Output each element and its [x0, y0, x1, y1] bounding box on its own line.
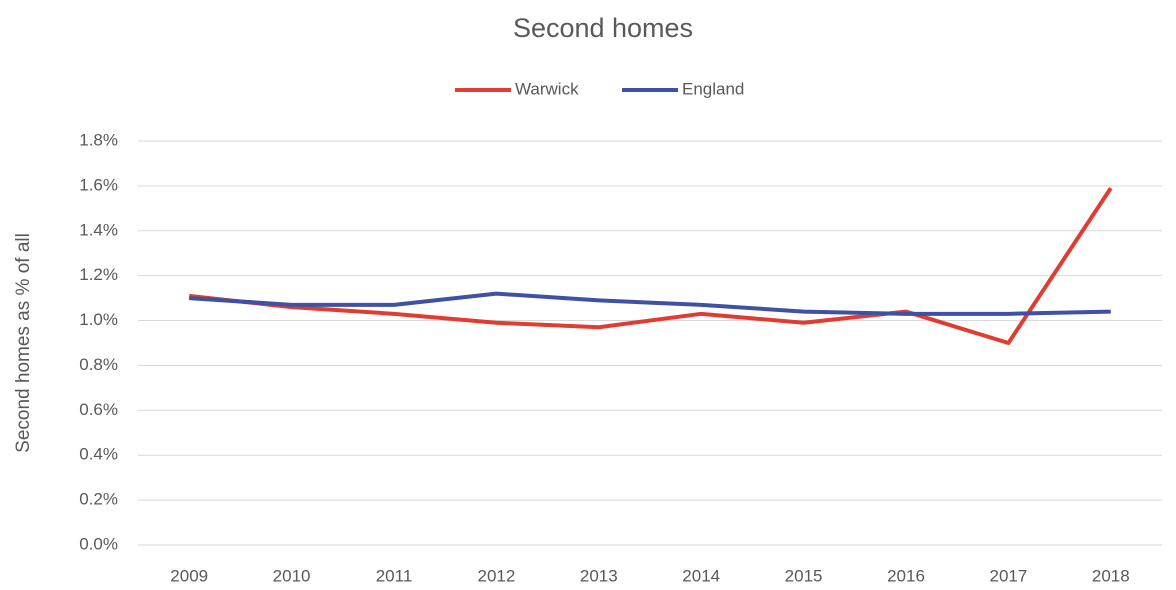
series-line: [188, 187, 1113, 345]
x-tick-label: 2014: [682, 566, 720, 585]
y-tick-label: 1.8%: [79, 130, 118, 149]
y-tick-label: 1.0%: [79, 310, 118, 329]
y-tick-label: 0.0%: [79, 534, 118, 553]
legend-label: England: [682, 79, 744, 98]
x-tick-label: 2012: [477, 566, 515, 585]
y-tick-label: 0.8%: [79, 355, 118, 374]
y-axis-label: Second homes as % of all: [13, 233, 34, 453]
x-tick-label: 2016: [887, 566, 925, 585]
x-tick-label: 2011: [376, 566, 413, 585]
x-tick-label: 2010: [273, 566, 311, 585]
x-tick-label: 2013: [580, 566, 618, 585]
x-tick-label: 2017: [989, 566, 1027, 585]
y-tick-label: 1.2%: [79, 265, 118, 284]
y-tick-label: 1.4%: [79, 220, 118, 239]
x-tick-label: 2015: [785, 566, 823, 585]
y-tick-label: 1.6%: [79, 175, 118, 194]
x-tick-label: 2009: [170, 566, 208, 585]
y-tick-label: 0.2%: [79, 490, 118, 509]
y-tick-label: 0.6%: [79, 400, 118, 419]
series-line: [189, 291, 1111, 316]
y-tick-label: 0.4%: [79, 445, 118, 464]
chart-title: Second homes: [513, 13, 693, 43]
x-tick-label: 2018: [1092, 566, 1130, 585]
legend-label: Warwick: [515, 79, 579, 98]
